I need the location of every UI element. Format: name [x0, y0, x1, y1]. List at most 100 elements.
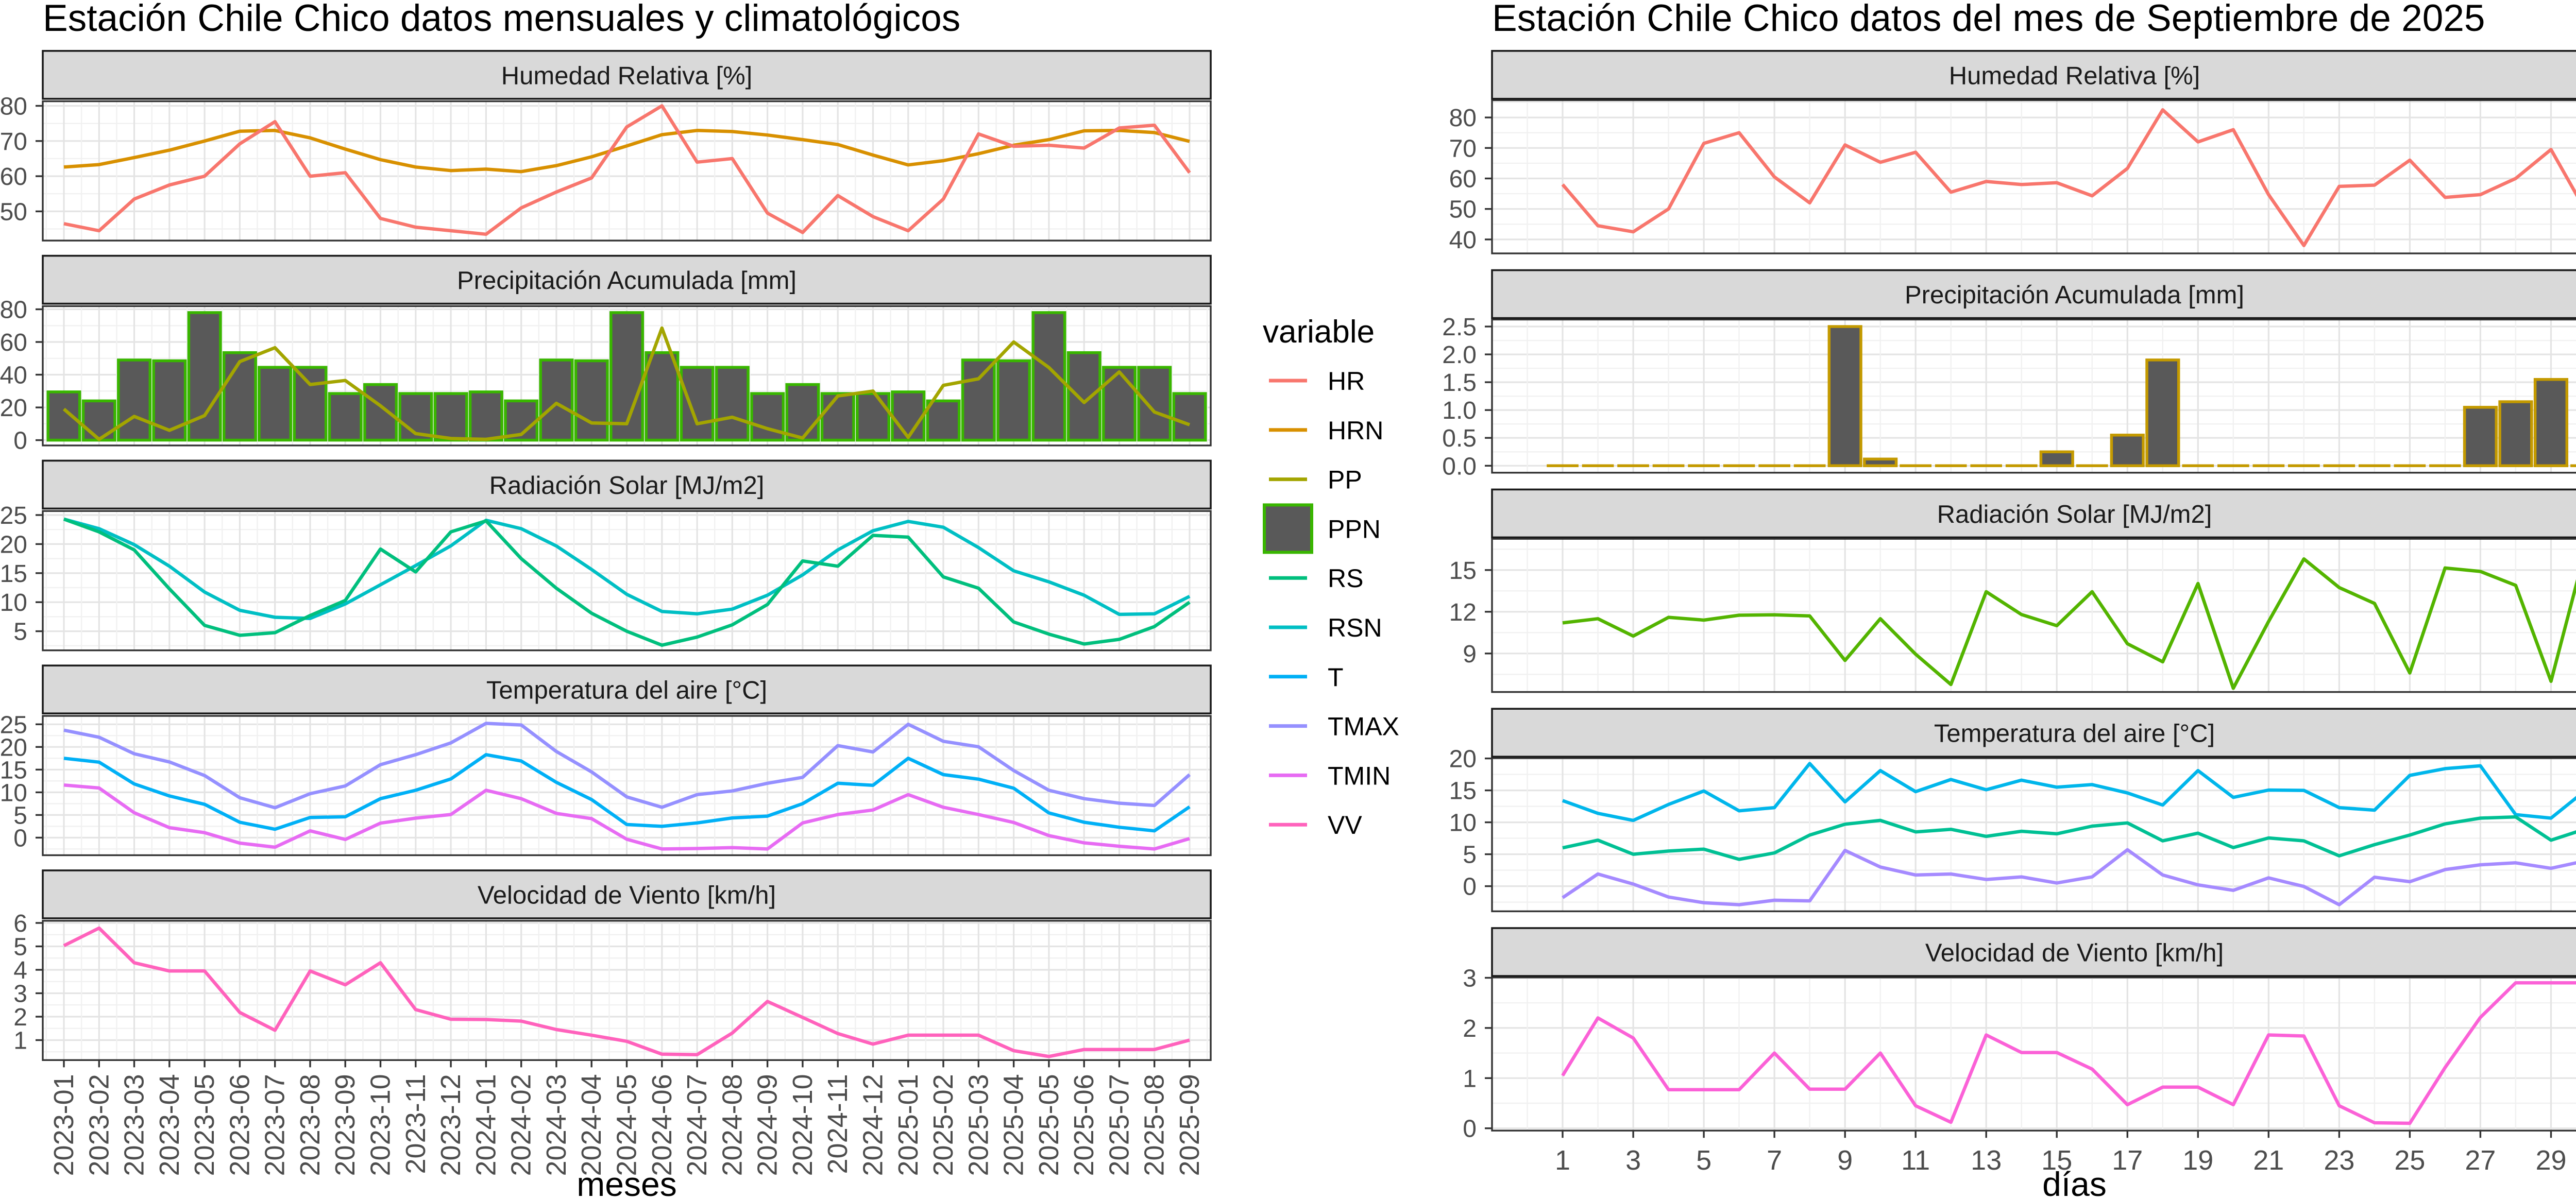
svg-text:9: 9: [1463, 641, 1477, 668]
svg-text:0: 0: [1463, 1116, 1477, 1143]
svg-text:2023-02: 2023-02: [83, 1074, 114, 1176]
svg-text:5: 5: [1463, 842, 1477, 869]
svg-text:2025-04: 2025-04: [998, 1074, 1029, 1176]
svg-text:2: 2: [13, 1004, 27, 1031]
svg-text:20: 20: [0, 734, 27, 761]
svg-text:2024-12: 2024-12: [858, 1074, 889, 1176]
svg-text:2023-09: 2023-09: [330, 1074, 361, 1176]
svg-text:PP: PP: [1328, 466, 1362, 494]
svg-text:2024-08: 2024-08: [717, 1074, 748, 1176]
svg-text:2.0: 2.0: [1442, 341, 1477, 369]
svg-text:2024-06: 2024-06: [647, 1074, 677, 1176]
svg-text:5: 5: [1696, 1145, 1711, 1176]
svg-text:40: 40: [0, 362, 27, 389]
svg-text:5: 5: [13, 802, 27, 829]
svg-text:Estación Chile Chico datos men: Estación Chile Chico datos mensuales y c…: [43, 0, 960, 39]
svg-text:1.5: 1.5: [1442, 369, 1477, 397]
svg-text:20: 20: [0, 395, 27, 422]
svg-text:2025-07: 2025-07: [1104, 1074, 1135, 1176]
svg-text:2023-07: 2023-07: [260, 1074, 291, 1176]
svg-text:13: 13: [1971, 1145, 2002, 1176]
svg-text:27: 27: [2465, 1145, 2496, 1176]
svg-text:RS: RS: [1328, 564, 1363, 593]
svg-text:2023-05: 2023-05: [189, 1074, 220, 1176]
svg-text:4: 4: [13, 957, 27, 984]
svg-text:2024-02: 2024-02: [506, 1074, 537, 1176]
svg-text:T: T: [1328, 663, 1344, 692]
svg-text:Estación Chile Chico datos del: Estación Chile Chico datos del mes de Se…: [1492, 0, 2485, 39]
svg-text:1: 1: [1555, 1145, 1570, 1176]
svg-text:6: 6: [13, 910, 27, 937]
svg-text:Temperatura del aire [°C]: Temperatura del aire [°C]: [1934, 720, 2215, 748]
svg-text:1: 1: [1463, 1065, 1477, 1092]
svg-text:2024-04: 2024-04: [576, 1074, 607, 1176]
svg-text:2024-10: 2024-10: [787, 1074, 818, 1176]
svg-text:3: 3: [13, 981, 27, 1008]
svg-text:80: 80: [0, 93, 27, 121]
svg-text:2.5: 2.5: [1442, 314, 1477, 341]
svg-text:Velocidad de Viento [km/h]: Velocidad de Viento [km/h]: [478, 882, 776, 910]
svg-text:HR: HR: [1328, 367, 1365, 396]
svg-text:40: 40: [1449, 227, 1477, 254]
svg-text:2025-09: 2025-09: [1174, 1074, 1205, 1176]
svg-text:50: 50: [0, 198, 27, 226]
svg-text:10: 10: [0, 779, 27, 807]
svg-text:TMIN: TMIN: [1328, 761, 1391, 790]
svg-text:2: 2: [1463, 1015, 1477, 1042]
svg-text:TMAX: TMAX: [1328, 712, 1399, 741]
svg-text:2024-05: 2024-05: [612, 1074, 642, 1176]
svg-text:2023-08: 2023-08: [295, 1074, 326, 1176]
svg-text:25: 25: [0, 502, 27, 529]
svg-text:7: 7: [1767, 1145, 1782, 1176]
svg-text:19: 19: [2182, 1145, 2213, 1176]
svg-text:29: 29: [2535, 1145, 2566, 1176]
svg-text:11: 11: [1901, 1145, 1930, 1176]
svg-text:2023-03: 2023-03: [119, 1074, 150, 1176]
svg-text:2024-09: 2024-09: [752, 1074, 783, 1176]
svg-text:15: 15: [0, 560, 27, 588]
svg-text:Precipitación Acumulada [mm]: Precipitación Acumulada [mm]: [1905, 281, 2244, 309]
svg-text:2025-03: 2025-03: [963, 1074, 994, 1176]
svg-text:Humedad Relativa [%]: Humedad Relativa [%]: [1949, 62, 2200, 90]
svg-text:2024-11: 2024-11: [822, 1074, 853, 1174]
svg-text:15: 15: [1449, 557, 1477, 585]
svg-text:0: 0: [13, 825, 27, 852]
svg-text:2025-05: 2025-05: [1033, 1074, 1064, 1176]
svg-text:60: 60: [0, 329, 27, 356]
svg-text:0: 0: [1463, 873, 1477, 901]
svg-text:3: 3: [1463, 965, 1477, 992]
svg-text:variable: variable: [1263, 314, 1375, 350]
svg-text:50: 50: [1449, 196, 1477, 224]
svg-text:5: 5: [13, 934, 27, 961]
svg-text:2023-06: 2023-06: [224, 1074, 255, 1176]
svg-text:0.0: 0.0: [1442, 453, 1477, 480]
svg-text:Temperatura del aire [°C]: Temperatura del aire [°C]: [486, 677, 767, 705]
svg-text:2023-12: 2023-12: [435, 1074, 466, 1176]
svg-text:20: 20: [0, 531, 27, 558]
svg-text:70: 70: [0, 128, 27, 156]
svg-text:Humedad Relativa [%]: Humedad Relativa [%]: [501, 62, 753, 90]
svg-text:2025-02: 2025-02: [928, 1074, 959, 1176]
svg-text:HRN: HRN: [1328, 416, 1383, 445]
svg-text:10: 10: [0, 589, 27, 616]
svg-text:9: 9: [1837, 1145, 1853, 1176]
svg-text:80: 80: [1449, 105, 1477, 132]
svg-text:2023-10: 2023-10: [365, 1074, 396, 1176]
svg-text:5: 5: [13, 619, 27, 646]
svg-text:Precipitación Acumulada [mm]: Precipitación Acumulada [mm]: [457, 267, 796, 295]
svg-text:1.0: 1.0: [1442, 397, 1477, 424]
svg-text:20: 20: [1449, 746, 1477, 773]
svg-text:Radiación Solar [MJ/m2]: Radiación Solar [MJ/m2]: [489, 472, 765, 500]
svg-text:10: 10: [1449, 810, 1477, 837]
svg-text:23: 23: [2324, 1145, 2354, 1176]
svg-text:60: 60: [1449, 166, 1477, 193]
svg-text:2025-01: 2025-01: [893, 1074, 924, 1176]
svg-text:15: 15: [2041, 1145, 2072, 1176]
svg-text:Radiación Solar [MJ/m2]: Radiación Solar [MJ/m2]: [1937, 501, 2212, 528]
svg-text:2024-01: 2024-01: [470, 1074, 501, 1176]
svg-text:2024-07: 2024-07: [682, 1074, 713, 1176]
svg-text:2023-11: 2023-11: [400, 1074, 431, 1174]
svg-text:0.5: 0.5: [1442, 425, 1477, 452]
svg-text:RSN: RSN: [1328, 613, 1382, 642]
svg-text:2025-08: 2025-08: [1139, 1074, 1170, 1176]
